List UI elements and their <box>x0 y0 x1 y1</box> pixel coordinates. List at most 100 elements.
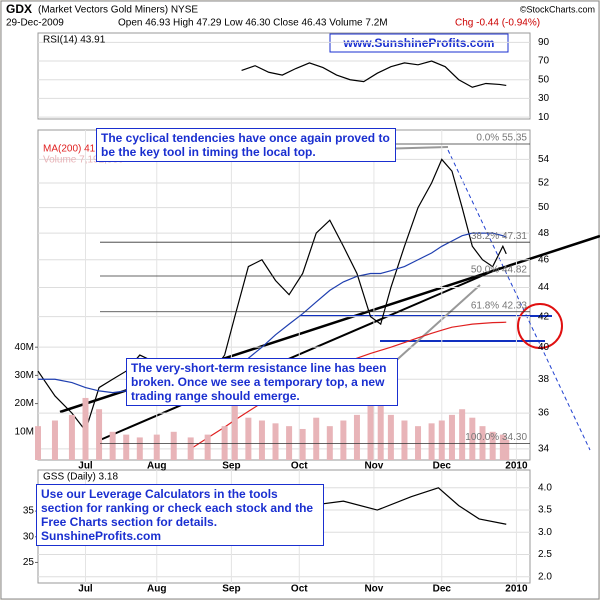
y2-tick-label: 35 <box>23 506 35 517</box>
y-tick-label: 30 <box>538 93 550 104</box>
y-tick-label: 3.0 <box>538 527 552 538</box>
y-tick-label: 10 <box>538 112 550 123</box>
y-tick-label: 48 <box>538 228 550 239</box>
y2-tick-label: 30M <box>15 370 34 381</box>
x-tick-label: Dec <box>433 584 452 595</box>
x-tick-label: 2010 <box>505 584 528 595</box>
x-tick-label: Sep <box>222 461 240 472</box>
x-tick-label: Nov <box>364 584 383 595</box>
copyright: ©StockCharts.com <box>520 4 595 14</box>
volume-bar <box>123 434 130 460</box>
annotation: Use our Leverage Calculators in the tool… <box>36 484 324 546</box>
y-tick-label: 50 <box>538 74 550 85</box>
y-tick-label: 36 <box>538 408 550 419</box>
x-tick-label: 2010 <box>505 461 528 472</box>
y-tick-label: 44 <box>538 282 550 293</box>
volume-bar <box>489 431 496 460</box>
symbol: GDX <box>6 2 32 16</box>
volume-bar <box>51 420 58 460</box>
volume-bar <box>313 417 320 460</box>
volume-bar <box>353 414 360 460</box>
panel-title: GSS (Daily) 3.18 <box>43 472 118 483</box>
x-tick-label: Dec <box>433 461 452 472</box>
volume-bar <box>503 439 510 460</box>
volume-bar <box>387 414 394 460</box>
dashed-trend <box>447 149 591 451</box>
y2-tick-label: 30 <box>23 531 35 542</box>
volume-bar <box>428 423 435 460</box>
x-tick-label: Nov <box>364 461 383 472</box>
y-tick-label: 2.0 <box>538 571 552 582</box>
watermark: www.SunshineProfits.com <box>343 36 495 50</box>
y-tick-label: 50 <box>538 202 550 213</box>
volume-bar <box>459 409 466 460</box>
y-tick-label: 2.5 <box>538 549 552 560</box>
highlight-circle <box>517 303 563 349</box>
y-tick-label: 34 <box>538 444 550 455</box>
y2-tick-label: 20M <box>15 398 34 409</box>
volume-bar <box>136 437 143 460</box>
volume-bar <box>258 420 265 460</box>
y2-tick-label: 25 <box>23 557 35 568</box>
fib-label: 38.2% 47.31 <box>471 231 528 242</box>
data-line <box>241 60 507 88</box>
series-line <box>190 321 507 450</box>
fib-label: 0.0% 55.35 <box>476 133 527 144</box>
stats: Open 46.93 High 47.29 Low 46.30 Close 46… <box>118 18 388 29</box>
volume-bar <box>204 434 211 460</box>
volume-bar <box>438 420 445 460</box>
volume-bar <box>96 409 103 460</box>
y-tick-label: 42 <box>538 311 550 322</box>
volume-bar <box>299 428 306 460</box>
volume-bar <box>340 420 347 460</box>
fib-label: 50.0% 44.82 <box>471 265 528 276</box>
y-tick-label: 40 <box>538 342 550 353</box>
volume-bar <box>401 420 408 460</box>
volume-bar <box>245 417 252 460</box>
volume-bar <box>272 423 279 460</box>
date: 29-Dec-2009 <box>6 18 64 29</box>
legend-entry: MA(200) 41.63 <box>43 144 110 155</box>
x-tick-label: Oct <box>291 584 308 595</box>
trend-line <box>99 267 501 441</box>
volume-bar <box>499 434 506 460</box>
y-tick-label: 90 <box>538 37 550 48</box>
volume-bar <box>109 431 116 460</box>
y-tick-label: 46 <box>538 254 550 265</box>
fib-label: 61.8% 42.33 <box>471 300 528 311</box>
name: (Market Vectors Gold Miners) NYSE <box>38 5 198 16</box>
volume-bar <box>82 397 89 460</box>
x-tick-label: Sep <box>222 584 240 595</box>
watermark-box <box>329 33 509 53</box>
volume-bar <box>377 403 384 460</box>
y-tick-label: 70 <box>538 56 550 67</box>
y-tick-label: 54 <box>538 154 550 165</box>
volume-bar <box>448 414 455 460</box>
annotation: The very-short-term resistance line has … <box>126 358 398 406</box>
volume-bar <box>187 437 194 460</box>
x-tick-label: Jul <box>78 461 93 472</box>
x-tick-label: Jul <box>78 584 93 595</box>
panel-title: RSI(14) 43.91 <box>43 35 106 46</box>
legend-entry: Volume 7,192,930 <box>43 155 124 166</box>
x-tick-label: Aug <box>147 461 166 472</box>
volume-bar <box>231 403 238 460</box>
x-tick-label: Aug <box>147 584 166 595</box>
volume-bar <box>367 397 374 460</box>
annotation: The cyclical tendencies have once again … <box>96 128 396 162</box>
volume-bar <box>469 417 476 460</box>
y-tick-label: 4.0 <box>538 482 552 493</box>
change: Chg -0.44 (-0.94%) <box>455 18 540 29</box>
volume-bar <box>68 414 75 460</box>
x-tick-label: Oct <box>291 461 308 472</box>
y-tick-label: 52 <box>538 178 550 189</box>
volume-bar <box>153 434 160 460</box>
y2-tick-label: 40M <box>15 342 34 353</box>
volume-bar <box>35 426 41 460</box>
price-panel <box>37 129 531 461</box>
y2-tick-label: 10M <box>15 426 34 437</box>
y-tick-label: 38 <box>538 374 550 385</box>
volume-bar <box>170 431 177 460</box>
y-tick-label: 3.5 <box>538 505 552 516</box>
